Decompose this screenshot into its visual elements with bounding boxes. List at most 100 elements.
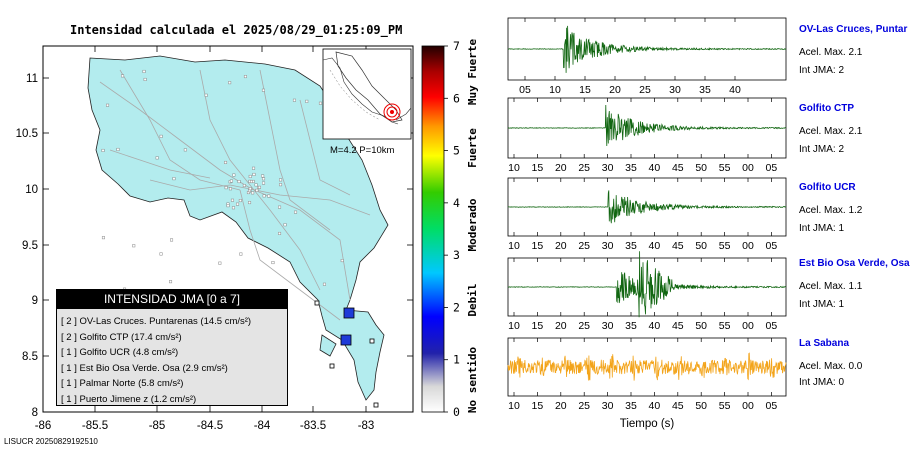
colorbar-category-label: Fuerte — [466, 128, 479, 168]
panel-tick-label: 45 — [672, 240, 684, 252]
station-dot — [228, 81, 232, 85]
station-dot — [271, 261, 275, 265]
map-x-tick-label: -84 — [254, 420, 271, 432]
station-dot — [262, 177, 266, 181]
colorbar-tick-label: 0 — [453, 405, 460, 419]
panel-tick-label: 10 — [508, 400, 520, 412]
station-square-marker — [329, 363, 335, 369]
panel-tick-label: 20 — [555, 400, 567, 412]
trace-station-name: Est Bio Osa Verde, Osa — [799, 258, 910, 269]
colorbar-category-label: Muy Fuerte — [466, 39, 479, 106]
panel-tick-label: 00 — [742, 400, 754, 412]
panel-tick-label: 10 — [508, 320, 520, 332]
trace-station-name: OV-Las Cruces, Puntar — [799, 24, 908, 35]
station-dot — [261, 88, 265, 92]
panel-tick-label: 50 — [695, 240, 707, 252]
trace-station-name: Golfito UCR — [799, 182, 856, 193]
inset-map: M=4.2 P=10km — [322, 48, 412, 156]
panel-tick-label: 55 — [719, 400, 731, 412]
colorbar: 0 1 2 3 4 5 6 7 No sentido Debil Moderado Fuerte Mu… — [421, 39, 479, 419]
panel-tick-label: 25 — [578, 400, 590, 412]
station-dot — [248, 201, 252, 205]
panel-tick-label: 40 — [649, 400, 661, 412]
station-dot — [305, 99, 309, 103]
colorbar-tick-label: 1 — [453, 353, 460, 367]
station-dot — [248, 174, 252, 178]
station-dot — [142, 69, 146, 73]
station-dot — [279, 178, 283, 182]
legend-item: [ 1 ] Palmar Norte (5.8 cm/s²) — [61, 378, 184, 389]
trace-int-jma: Int JMA: 1 — [799, 223, 845, 234]
legend-items: [ 2 ] OV-Las Cruces. Puntarenas (14.5 cm… — [61, 314, 287, 407]
panel-tick-label: 20 — [555, 320, 567, 332]
station-dot — [283, 223, 287, 227]
panel-tick-label: 40 — [649, 320, 661, 332]
panel-tick-label: 00 — [742, 240, 754, 252]
panel-tick-label: 30 — [602, 240, 614, 252]
colorbar-tick-label: 6 — [453, 91, 460, 105]
station-dot — [101, 236, 105, 240]
road-network — [99, 69, 371, 321]
colorbar-category-label: No sentido — [466, 347, 479, 414]
station-square-marker — [314, 300, 320, 306]
station-dot — [228, 187, 232, 191]
station-dot — [116, 147, 120, 151]
trace-acel-max: Acel. Max. 1.2 — [799, 205, 863, 216]
panel-tick-label: 35 — [625, 240, 637, 252]
panel-tick-label: 25 — [578, 320, 590, 332]
panel-tick-label: 55 — [719, 240, 731, 252]
legend-title: INTENSIDAD JMA [0 a 7] — [57, 290, 287, 309]
station-dot — [232, 173, 236, 177]
trace-int-jma: Int JMA: 0 — [799, 377, 845, 388]
panel-tick-label: 05 — [766, 400, 778, 412]
station-dot — [252, 172, 256, 176]
panel-tick-label: 45 — [672, 400, 684, 412]
station-dot — [159, 134, 163, 138]
colorbar-ticks: 0 1 2 3 4 5 6 7 — [444, 39, 460, 419]
trace-station-name: Golfito CTP — [799, 103, 854, 114]
map-title: Intensidad calculada el 2025/08/29_01:25… — [70, 23, 403, 37]
station-dot — [231, 206, 235, 210]
station-dot — [252, 166, 256, 170]
legend-item: [ 1 ] Golfito UCR (4.8 cm/s²) — [61, 347, 179, 358]
station-dot — [170, 238, 174, 242]
panel-tick-label: 10 — [508, 162, 520, 174]
legend-item: [ 1 ] Puerto Jimene z (1.2 cm/s²) — [61, 393, 197, 405]
waveform-line — [507, 104, 787, 147]
osa-peninsula-tip — [319, 334, 337, 357]
colorbar-tick-label: 5 — [453, 144, 460, 158]
map-y-tick-label: 9.5 — [22, 240, 38, 252]
panel-tick-label: 05 — [766, 162, 778, 174]
colorbar-tick-label: 7 — [453, 39, 460, 53]
station-dot — [226, 204, 230, 208]
trace-acel-max: Acel. Max. 2.1 — [799, 126, 863, 137]
panel-tick-label: 20 — [609, 84, 621, 96]
station-dot — [236, 202, 240, 206]
station-dot — [155, 156, 159, 160]
map-x-tick-label: -84.5 — [197, 420, 223, 432]
station-dot — [255, 188, 259, 192]
panel-tick-label: 35 — [625, 320, 637, 332]
station-dot — [229, 179, 233, 183]
intensity-legend: INTENSIDAD JMA [0 a 7] [ 2 ] OV-Las Cruc… — [56, 289, 288, 406]
station-dot — [159, 252, 163, 256]
panel-tick-label: 45 — [672, 162, 684, 174]
panel-tick-label: 25 — [578, 240, 590, 252]
station-dot — [251, 191, 255, 195]
panel-tick-label: 45 — [672, 320, 684, 332]
seismogram-panel: 10 15 20 25 30 35 40 45 50 55 00 05 — [507, 177, 787, 252]
panel-tick-label: 30 — [602, 162, 614, 174]
panel-tick-label: 55 — [719, 162, 731, 174]
station-dot — [224, 186, 228, 190]
trace-acel-max: Acel. Max. 0.0 — [799, 361, 863, 372]
panel-tick-label: 00 — [742, 162, 754, 174]
station-dot — [254, 183, 258, 187]
station-dot — [143, 77, 147, 81]
panel-tick-label: 35 — [625, 400, 637, 412]
colorbar-gradient — [421, 45, 445, 413]
station-dot — [261, 174, 265, 178]
station-dot — [257, 185, 261, 189]
station-dot — [204, 93, 208, 97]
panel-tick-label: 10 — [549, 84, 561, 96]
